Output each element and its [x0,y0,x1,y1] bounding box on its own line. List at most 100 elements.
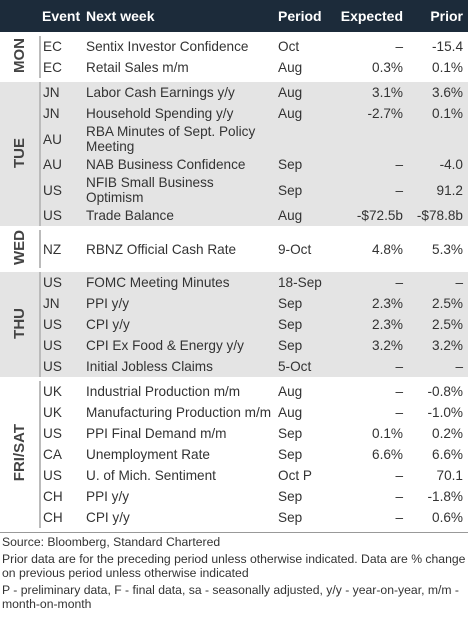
period-cell: 5-Oct [276,356,334,379]
country-cell: JN [40,293,84,314]
period: Sep [278,182,303,198]
event-cell: NAB Business Confidence [84,154,276,175]
event-cell: Retail Sales m/m [84,57,276,80]
event-cell: PPI y/y [84,486,276,507]
country-cell: CA [40,444,84,465]
event-cell: FOMC Meeting Minutes [84,268,276,293]
prior: 91.2 [436,182,463,198]
period: Oct P [278,468,312,483]
country-cell: US [40,205,84,228]
expected: – [395,510,403,525]
event-row: THU US FOMC Meeting Minutes 18-Sep – – [0,268,468,379]
event-row: US U. of Mich. Sentiment Oct P – 70.1 [0,465,468,486]
period-cell: Sep [276,486,334,507]
period-cell [276,124,334,154]
country: JN [43,106,60,121]
event-cell: PPI Final Demand m/m [84,423,276,444]
event-cell: CPI y/y [84,507,276,528]
country-cell: US [40,423,84,444]
period: Sep [278,447,303,462]
expected: – [395,39,403,54]
country: AU [43,157,62,172]
note: Prior data are for the preceding period … [2,552,466,580]
prior: -1.8% [427,489,463,504]
expected: – [395,182,403,198]
day-label: MON [11,38,28,73]
event-cell: NFIB Small Business Optimism [84,175,276,205]
period: Aug [278,85,303,100]
event-row: MON EC Sentix Investor Confidence Oct – -15.4 [0,32,468,80]
expected-cell: 2.3% [334,293,408,314]
event-row: JN PPI y/y Sep 2.3% 2.5% [0,293,468,314]
expected-cell: 0.1% [334,423,408,444]
expected-cell: 2.3% [334,314,408,335]
event: Trade Balance [86,208,174,223]
period-cell: Oct [276,32,334,57]
day-label: WED [11,230,28,265]
expected-cell: – [334,507,408,528]
period-cell: Sep [276,444,334,465]
period-cell: Sep [276,293,334,314]
expected: 0.1% [372,426,403,441]
event-row: WED NZ RBNZ Official Cash Rate 9-Oct 4.8% 5.3… [0,226,468,270]
day-label: FRI/SAT [11,424,28,482]
event-cell: Sentix Investor Confidence [84,32,276,57]
event: RBNZ Official Cash Rate [86,241,237,257]
period-cell: Oct P [276,465,334,486]
source: Source: Bloomberg, Standard Chartered [2,535,221,549]
event-row: US Trade Balance Aug -$72.5b -$78.8b [0,205,468,228]
period-cell: Aug [276,205,334,228]
country-cell: AU [40,154,84,175]
period-cell: Sep [276,507,334,528]
country-cell: JN [40,78,84,103]
prior-cell: -4.0 [408,154,468,175]
country: EC [43,60,62,75]
period: 9-Oct [278,241,312,257]
expected-cell: -2.7% [334,103,408,124]
event-row: CH CPI y/y Sep – 0.6% [0,507,468,528]
expected: – [395,405,403,420]
country-cell: US [40,268,84,293]
expected-cell: – [334,268,408,293]
event: Labor Cash Earnings y/y [86,85,235,100]
prior: 6.6% [432,447,463,462]
day-group: WED NZ RBNZ Official Cash Rate 9-Oct 4.8% 5.3… [0,226,468,270]
day-group: FRI/SAT UK Industrial Production m/m Aug – -0… [0,377,468,528]
period: 18-Sep [278,275,322,290]
period: Aug [278,405,303,420]
event-cell: Labor Cash Earnings y/y [84,78,276,103]
country: US [43,208,62,223]
expected: – [395,384,403,399]
event: Retail Sales m/m [86,60,189,75]
expected: – [395,468,403,483]
country-cell: US [40,465,84,486]
expected-cell: – [334,356,408,379]
period-cell: Aug [276,377,334,402]
prior-cell: 0.2% [408,423,468,444]
event-cell: CPI Ex Food & Energy y/y [84,335,276,356]
header-cell: Period [276,0,334,34]
prior-cell: -0.8% [408,377,468,402]
country: JN [43,296,60,311]
prior-cell: 2.5% [408,293,468,314]
period: Sep [278,157,303,172]
day-group: MON EC Sentix Investor Confidence Oct – -15.4… [0,32,468,80]
period: Aug [278,106,303,121]
header-cell: Next week [84,0,276,34]
prior-cell [408,124,468,154]
header-row: Event Next week Period Expected Prior [0,0,468,34]
expected-cell: 3.2% [334,335,408,356]
prior: 3.6% [432,85,463,100]
prior-cell: – [408,356,468,379]
prior: – [455,359,463,374]
country: US [43,275,62,290]
prior: -$78.8b [416,208,463,223]
country: AU [43,131,62,147]
prior-cell: 6.6% [408,444,468,465]
period: Aug [278,208,303,223]
country-cell: US [40,314,84,335]
country: CH [43,510,63,525]
country-cell: JN [40,103,84,124]
expected-cell [334,124,408,154]
event-row: US CPI y/y Sep 2.3% 2.5% [0,314,468,335]
